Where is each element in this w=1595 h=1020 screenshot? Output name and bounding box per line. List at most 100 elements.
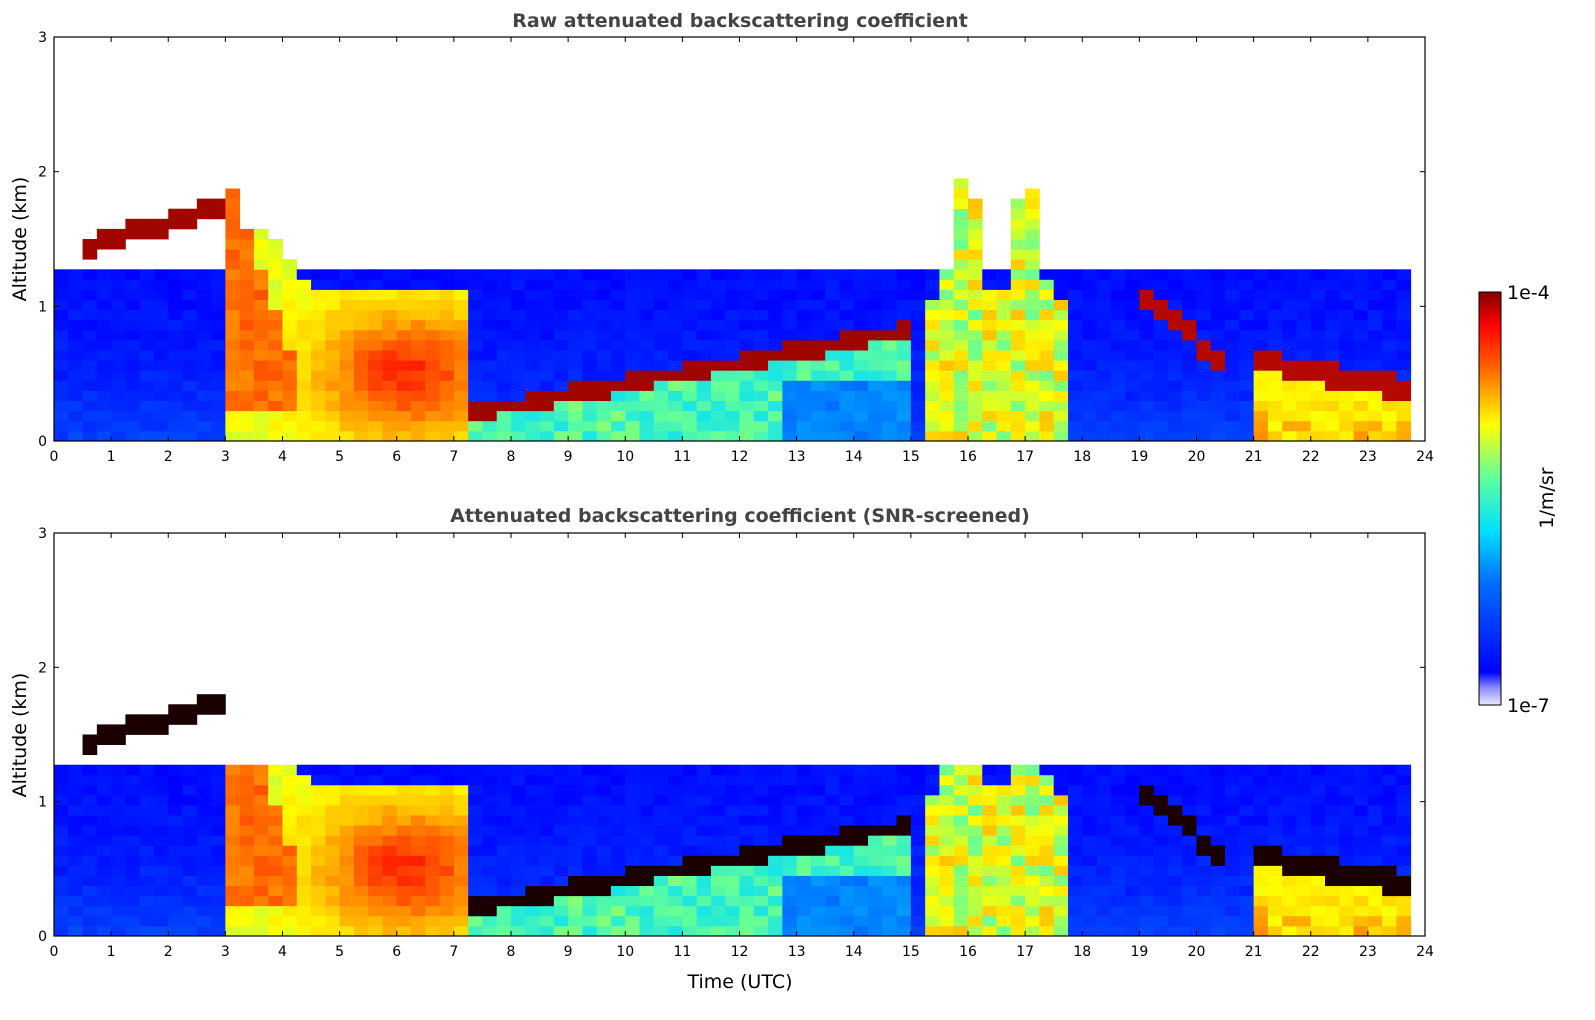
- heatmap-cell: [311, 400, 326, 412]
- heatmap-cell: [1396, 764, 1412, 776]
- heatmap-cell: [582, 835, 598, 846]
- heatmap-cell: [382, 430, 398, 442]
- heatmap-cell: [439, 390, 455, 401]
- heatmap-cell: [768, 774, 783, 786]
- heatmap-cell: [196, 905, 212, 917]
- heatmap-cell: [1082, 784, 1097, 796]
- heatmap-cell: [1053, 784, 1069, 796]
- heatmap-cell: [1125, 915, 1140, 927]
- heatmap-cell: [925, 895, 940, 907]
- heatmap-cell: [1382, 289, 1397, 300]
- heatmap-cell: [1110, 835, 1126, 846]
- heatmap-cell: [325, 430, 341, 442]
- heatmap-cell: [553, 925, 569, 937]
- heatmap-cell: [810, 400, 826, 412]
- heatmap-cell: [653, 329, 669, 341]
- heatmap-cell: [1025, 420, 1040, 432]
- heatmap-cell: [796, 805, 812, 816]
- heatmap-cell: [868, 865, 883, 876]
- heatmap-cell: [1167, 825, 1183, 836]
- heatmap-cell: [682, 390, 698, 401]
- heatmap-cell: [739, 905, 755, 917]
- heatmap-cell: [211, 420, 226, 432]
- heatmap-cell: [468, 794, 483, 806]
- heatmap-cell: [211, 895, 226, 907]
- heatmap-cell: [125, 714, 141, 725]
- heatmap-cell: [1039, 764, 1055, 776]
- heatmap-cell: [582, 915, 598, 927]
- heatmap-cell: [1310, 925, 1326, 937]
- heatmap-cell: [739, 390, 755, 401]
- heatmap-cell: [768, 905, 783, 917]
- heatmap-cell: [239, 855, 255, 866]
- heatmap-cell: [1396, 905, 1412, 917]
- heatmap-cell: [1053, 309, 1069, 321]
- heatmap-cell: [1167, 420, 1183, 432]
- heatmap-cell: [1353, 420, 1369, 432]
- heatmap-cell: [268, 845, 283, 856]
- heatmap-cell: [925, 925, 940, 937]
- heatmap-cell: [325, 845, 341, 856]
- heatmap-cell: [325, 420, 341, 432]
- heatmap-cell: [910, 400, 926, 412]
- heatmap-cell: [1153, 319, 1169, 331]
- heatmap-cell: [1196, 350, 1212, 361]
- heatmap-cell: [296, 329, 312, 341]
- heatmap-cell: [653, 400, 669, 412]
- heatmap-cell: [54, 825, 69, 836]
- heatmap-cell: [1367, 390, 1383, 401]
- heatmap-cell: [1325, 410, 1340, 422]
- heatmap-cell: [1167, 835, 1183, 846]
- heatmap-cell: [610, 360, 626, 371]
- heatmap-cell: [1110, 370, 1126, 381]
- heatmap-cell: [1225, 875, 1240, 887]
- heatmap-cell: [1253, 269, 1269, 280]
- heatmap-cell: [1310, 885, 1326, 897]
- heatmap-cell: [168, 208, 183, 220]
- heatmap-cell: [810, 360, 826, 371]
- heatmap-cell: [839, 380, 855, 391]
- heatmap-cell: [768, 794, 783, 806]
- heatmap-cell: [625, 865, 640, 876]
- heatmap-cell: [953, 370, 969, 381]
- heatmap-cell: [982, 925, 997, 937]
- heatmap-cell: [511, 835, 526, 846]
- heatmap-cell: [1382, 299, 1397, 311]
- heatmap-cell: [982, 400, 997, 412]
- heatmap-cell: [1253, 289, 1269, 300]
- heatmap-cell: [253, 905, 269, 917]
- heatmap-cell: [225, 329, 241, 341]
- heatmap-cell: [568, 329, 583, 341]
- heatmap-cell: [439, 905, 455, 917]
- heatmap-cell: [996, 269, 1012, 280]
- heatmap-cell: [525, 299, 540, 311]
- heatmap-cell: [910, 845, 926, 856]
- heatmap-cell: [139, 218, 155, 230]
- heatmap-cell: [382, 350, 398, 361]
- heatmap-cell: [82, 400, 98, 412]
- heatmap-cell: [925, 329, 940, 341]
- heatmap-cell: [1339, 764, 1354, 776]
- heatmap-cell: [1110, 784, 1126, 796]
- heatmap-cell: [1339, 340, 1354, 351]
- heatmap-cell: [311, 895, 326, 907]
- heatmap-cell: [1153, 764, 1169, 776]
- heatmap-cell: [511, 895, 526, 907]
- heatmap-cell: [1096, 865, 1112, 876]
- heatmap-cell: [496, 865, 512, 876]
- heatmap-cell: [925, 430, 940, 442]
- heatmap-cell: [582, 774, 598, 786]
- heatmap-cell: [939, 400, 955, 412]
- heatmap-cell: [1082, 430, 1097, 442]
- heatmap-cell: [296, 875, 312, 887]
- heatmap-cell: [1210, 319, 1226, 331]
- heatmap-cell: [439, 360, 455, 371]
- heatmap-cell: [282, 299, 298, 311]
- heatmap-cell: [1225, 269, 1240, 280]
- x-tick-label: 14: [845, 449, 863, 465]
- heatmap-cell: [896, 410, 912, 422]
- heatmap-cell: [296, 784, 312, 796]
- heatmap-cell: [1353, 390, 1369, 401]
- heatmap-cell: [853, 420, 869, 432]
- heatmap-cell: [968, 875, 983, 887]
